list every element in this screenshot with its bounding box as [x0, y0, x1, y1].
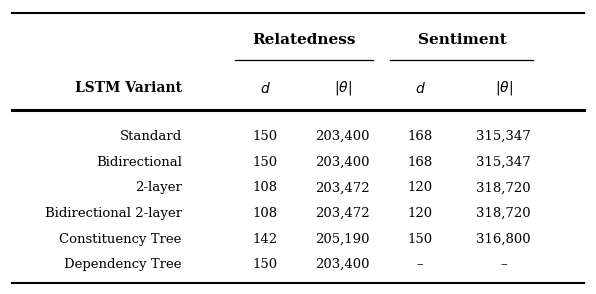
Text: 203,472: 203,472: [315, 181, 370, 194]
Text: 150: 150: [408, 233, 433, 245]
Text: 120: 120: [408, 207, 433, 220]
Text: 203,472: 203,472: [315, 207, 370, 220]
Text: 2-layer: 2-layer: [135, 181, 182, 194]
Text: 168: 168: [408, 156, 433, 169]
Text: 150: 150: [253, 130, 278, 143]
Text: 318,720: 318,720: [476, 207, 531, 220]
Text: 142: 142: [253, 233, 278, 245]
Text: –: –: [417, 258, 424, 271]
Text: $d$: $d$: [260, 81, 271, 96]
Text: Relatedness: Relatedness: [252, 33, 356, 47]
Text: 150: 150: [253, 258, 278, 271]
Text: Standard: Standard: [120, 130, 182, 143]
Text: Bidirectional: Bidirectional: [96, 156, 182, 169]
Text: 108: 108: [253, 181, 278, 194]
Text: –: –: [500, 258, 507, 271]
Text: 168: 168: [408, 130, 433, 143]
Text: $|\theta|$: $|\theta|$: [495, 79, 513, 97]
Text: 203,400: 203,400: [315, 258, 370, 271]
Text: 315,347: 315,347: [476, 156, 531, 169]
Text: 203,400: 203,400: [315, 156, 370, 169]
Text: Bidirectional 2-layer: Bidirectional 2-layer: [45, 207, 182, 220]
Text: 205,190: 205,190: [315, 233, 370, 245]
Text: 318,720: 318,720: [476, 181, 531, 194]
Text: 316,800: 316,800: [476, 233, 531, 245]
Text: 150: 150: [253, 156, 278, 169]
Text: 108: 108: [253, 207, 278, 220]
Text: $d$: $d$: [415, 81, 426, 96]
Text: LSTM Variant: LSTM Variant: [74, 81, 182, 95]
Text: 315,347: 315,347: [476, 130, 531, 143]
Text: Constituency Tree: Constituency Tree: [60, 233, 182, 245]
Text: Sentiment: Sentiment: [418, 33, 506, 47]
Text: 120: 120: [408, 181, 433, 194]
Text: $|\theta|$: $|\theta|$: [334, 79, 352, 97]
Text: 203,400: 203,400: [315, 130, 370, 143]
Text: Dependency Tree: Dependency Tree: [64, 258, 182, 271]
